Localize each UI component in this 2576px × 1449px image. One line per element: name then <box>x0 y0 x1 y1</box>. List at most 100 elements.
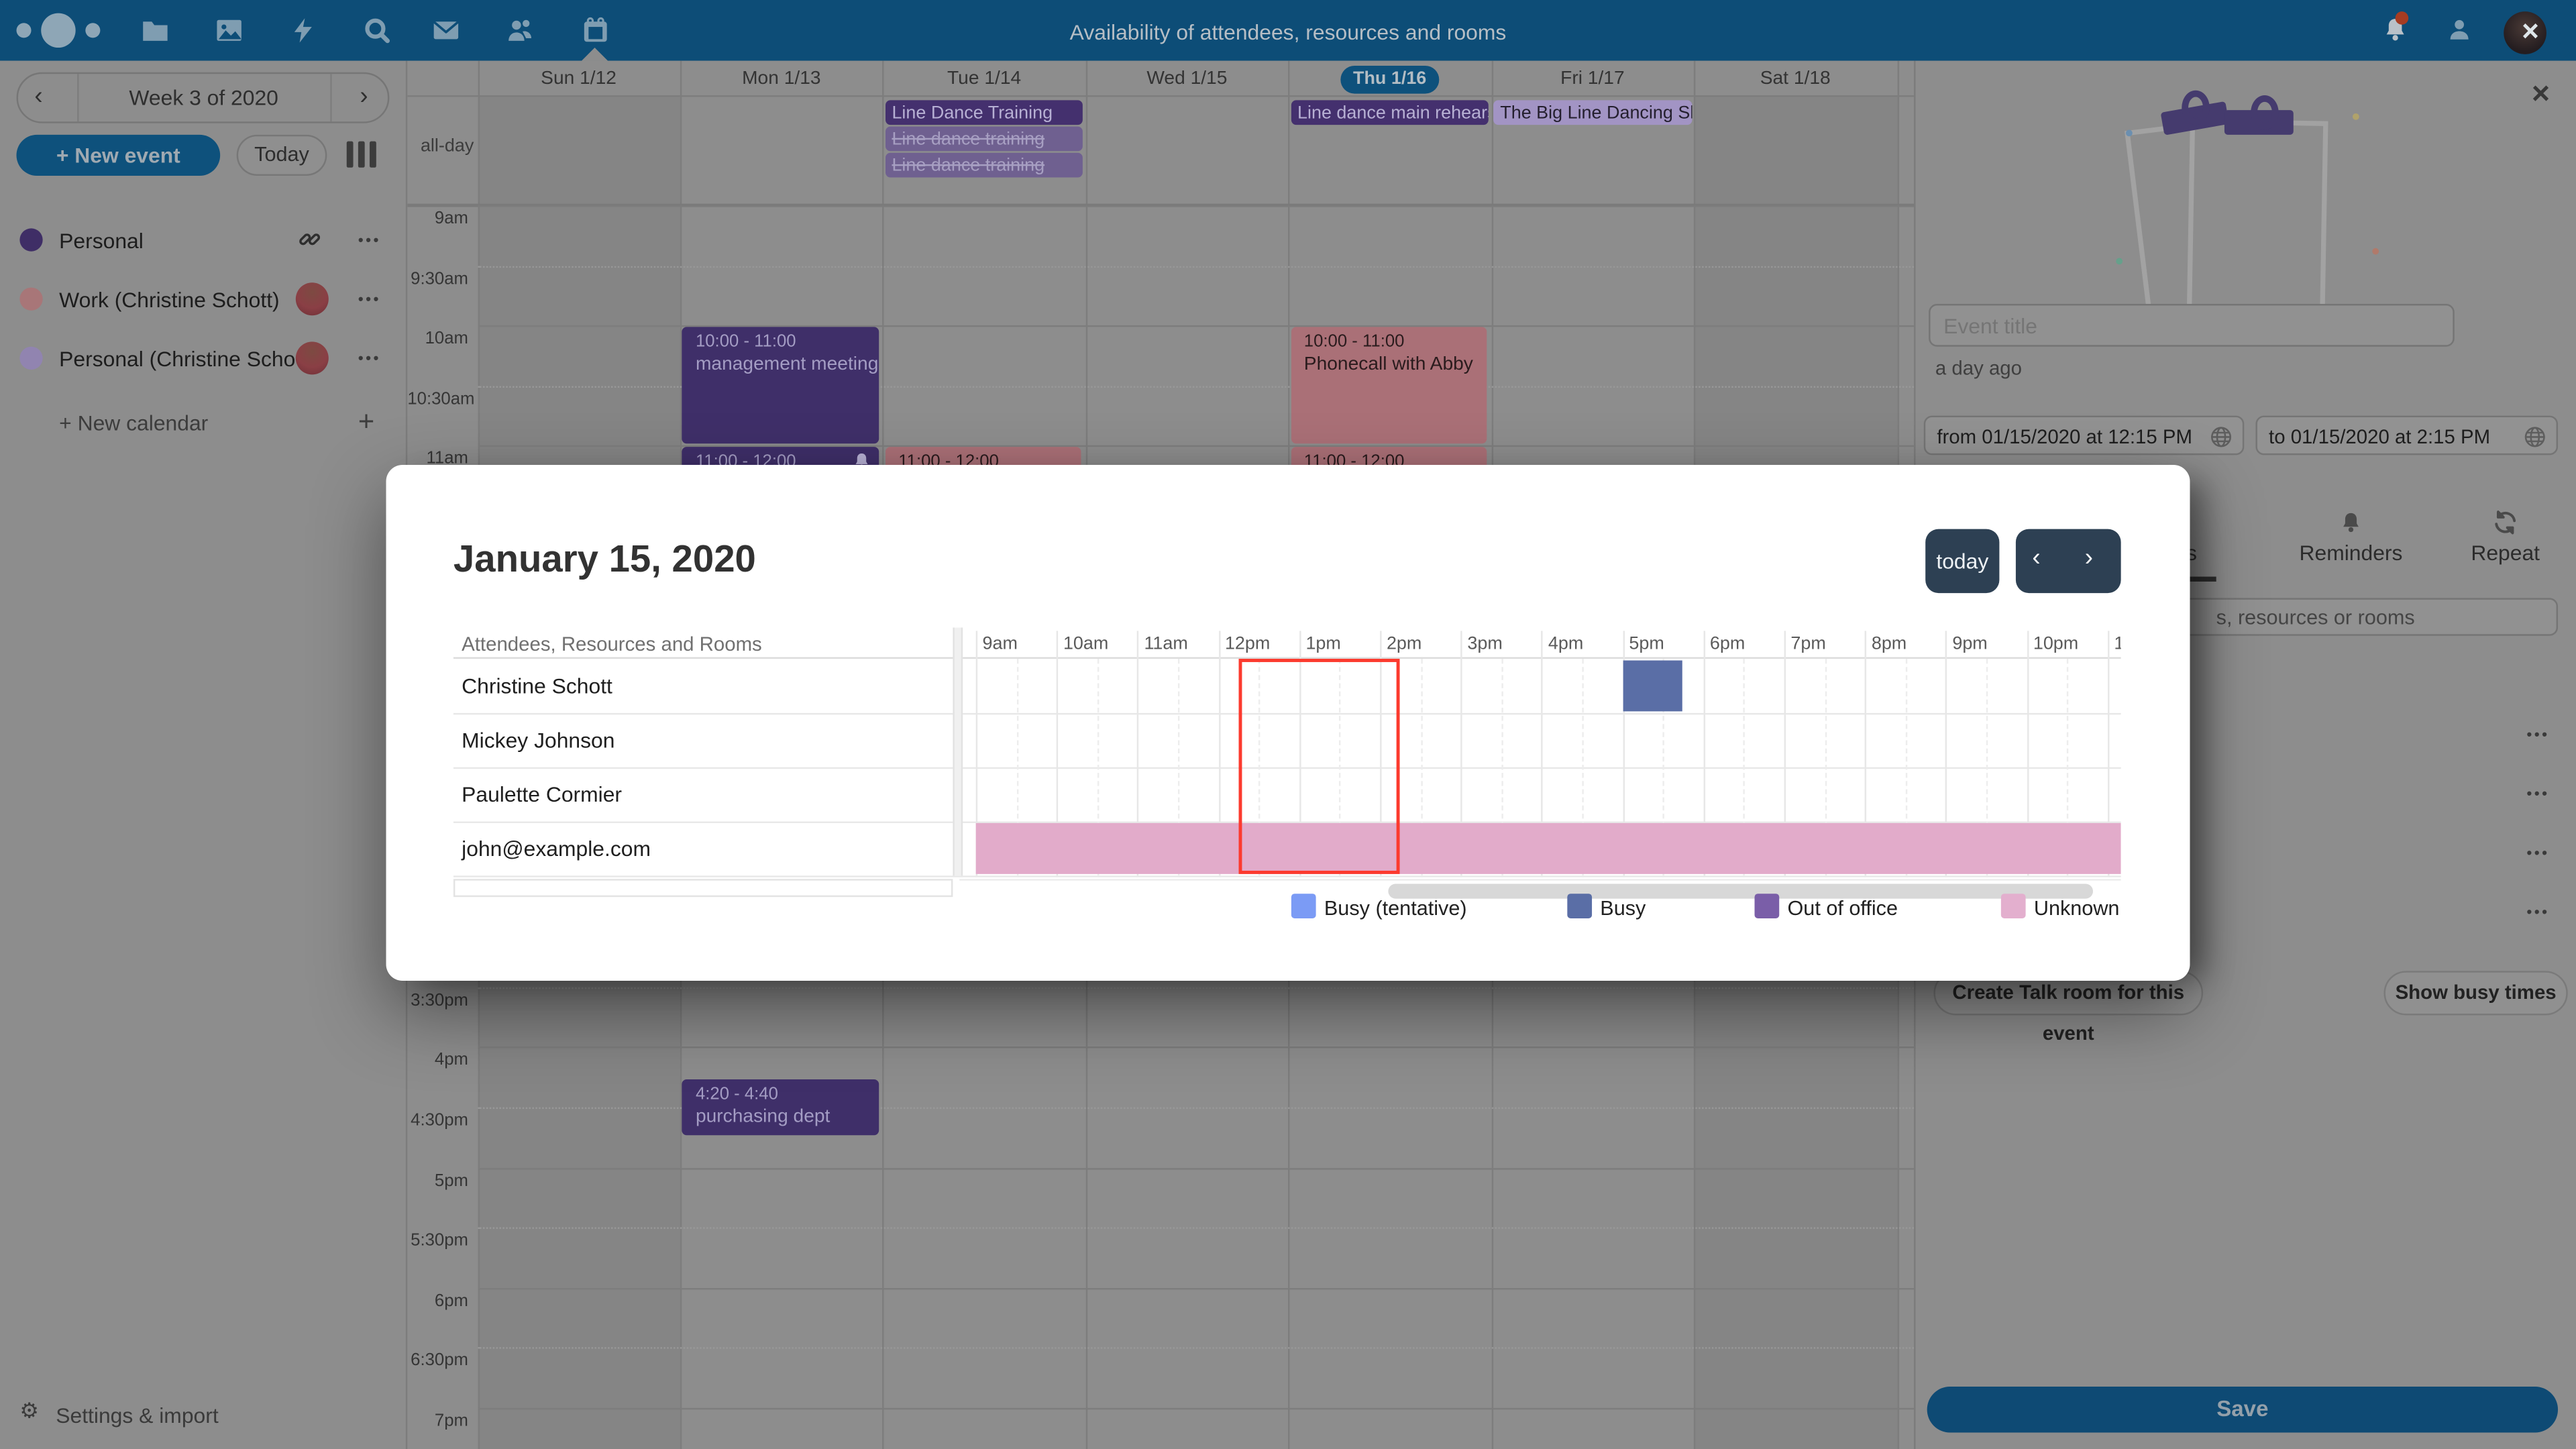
timeline-half-hour-line <box>1824 659 1827 876</box>
legend-swatch <box>1291 894 1316 918</box>
time-gutter-label: 7pm <box>434 1411 468 1432</box>
all-day-event[interactable]: Line Dance Training <box>885 100 1083 125</box>
event-title: Phonecall with Abby <box>1303 355 1473 375</box>
all-day-event[interactable]: Line dance main rehearsal <box>1291 100 1489 125</box>
previous-day-button[interactable]: ‹ <box>2032 543 2041 572</box>
logo-circle <box>41 13 76 48</box>
view-toggle-bar <box>370 141 376 168</box>
app-icon-search[interactable] <box>363 16 391 44</box>
calendar-list-item[interactable]: Personal ••• <box>0 219 407 262</box>
timeline-half-hour-line <box>2067 659 2069 876</box>
timeline-hour-line <box>1057 631 1059 876</box>
hour-grid-line <box>477 1167 1915 1169</box>
timeline-hour-line <box>1703 631 1705 876</box>
calendar-name: Personal (Christine Scho… <box>59 346 317 372</box>
next-day-button[interactable]: › <box>2084 543 2094 572</box>
attendee-list-item[interactable]: ••• <box>1916 711 2576 757</box>
today-button[interactable]: Today <box>236 134 327 176</box>
week-nav-separator-right <box>330 74 332 122</box>
timeline-half-hour-line <box>1986 659 1988 876</box>
calendar-event[interactable]: 10:00 - 11:00 management meeting <box>682 327 879 445</box>
legend-label: Unknown <box>2033 897 2120 920</box>
timeline-hour-line <box>1784 631 1786 876</box>
previous-week-button[interactable]: ‹ <box>34 82 43 111</box>
legend-swatch <box>1754 894 1780 918</box>
timeline-scrollbar-thumb[interactable] <box>1388 883 2094 898</box>
view-toggle-button[interactable] <box>346 141 376 168</box>
tab-reminders[interactable]: Reminders <box>2277 504 2424 584</box>
app-icon-files[interactable] <box>142 16 170 44</box>
timeline-half-hour-line <box>1662 659 1665 876</box>
timeline-half-hour-line <box>1339 659 1342 876</box>
event-title-input[interactable] <box>1929 304 2455 347</box>
last-modified-label: a day ago <box>1935 356 2023 380</box>
timeline-half-hour-line <box>1420 659 1422 876</box>
week-label[interactable]: Week 3 of 2020 <box>129 85 278 111</box>
attendee-list-item[interactable]: ••• <box>1916 771 2576 817</box>
new-event-button[interactable]: + New event <box>16 134 221 176</box>
share-link-icon[interactable] <box>297 227 322 252</box>
app-icon-photos[interactable] <box>215 16 244 44</box>
nextcloud-logo[interactable] <box>16 13 101 48</box>
hour-grid-line <box>477 205 1915 207</box>
day-header-label: Tue 1/14 <box>947 68 1022 89</box>
hour-grid-line <box>477 1046 1915 1049</box>
calendar-actions-menu[interactable]: ••• <box>358 231 382 248</box>
timeline-hour-line <box>1622 631 1625 876</box>
attendee-list-item[interactable]: ••• <box>1916 889 2576 935</box>
close-overlay-icon[interactable]: × <box>2522 15 2539 48</box>
timeline-hour-line <box>1945 631 1947 876</box>
availability-block-busy <box>1622 660 1683 712</box>
resource-row-name: Christine Schott <box>462 674 612 698</box>
from-date-input[interactable]: from 01/15/2020 at 12:15 PM <box>1923 415 2245 455</box>
attendee-list-item[interactable]: ••• <box>1916 830 2576 876</box>
search-placeholder-fragment: s, resources or rooms <box>2216 606 2415 629</box>
timezone-globe-icon[interactable] <box>2210 425 2233 448</box>
week-nav-separator-left <box>77 74 79 122</box>
attendee-actions-menu[interactable]: ••• <box>2526 726 2550 743</box>
calendar-color-dot <box>19 346 43 370</box>
all-day-event[interactable]: Line dance training <box>885 152 1083 178</box>
app-icon-calendar[interactable] <box>582 16 610 44</box>
timeline-hour-label: 12pm <box>1224 634 1271 654</box>
new-calendar-button[interactable]: + New calendar + <box>0 406 407 442</box>
time-gutter-label: 10am <box>425 329 468 349</box>
show-busy-times-button[interactable]: Show busy times <box>2383 971 2568 1016</box>
calendar-actions-menu[interactable]: ••• <box>358 290 382 307</box>
timeline-hour-label: 8pm <box>1871 634 1907 654</box>
calendar-actions-menu[interactable]: ••• <box>358 350 382 367</box>
timezone-globe-icon[interactable] <box>2524 425 2546 448</box>
calendar-list-item[interactable]: Work (Christine Schott) ••• <box>0 278 407 321</box>
day-header-label: Sat 1/18 <box>1760 68 1831 89</box>
to-date-input[interactable]: to 01/15/2020 at 2:15 PM <box>2255 415 2559 455</box>
gear-icon: ⚙ <box>19 1399 39 1425</box>
header-bottom-border <box>407 95 1915 97</box>
contacts-menu-icon[interactable] <box>2447 16 2473 42</box>
all-day-event[interactable]: Line dance training <box>885 126 1083 152</box>
modal-today-button[interactable]: today <box>1925 529 2000 594</box>
timeline-hour-label: 5pm <box>1629 634 1664 654</box>
sidebar-close-button[interactable]: × <box>2531 77 2551 112</box>
user-avatar[interactable]: × <box>2504 11 2546 54</box>
calendar-event[interactable]: 10:00 - 11:00 Phonecall with Abby <box>1291 327 1487 445</box>
half-hour-grid-line <box>477 265 1915 268</box>
tab-repeat[interactable]: Repeat <box>2456 504 2555 584</box>
attendee-actions-menu[interactable]: ••• <box>2526 903 2550 920</box>
next-week-button[interactable]: › <box>360 82 368 111</box>
event-illustration <box>2106 90 2392 347</box>
calendar-list-item[interactable]: Personal (Christine Scho… ••• <box>0 337 407 380</box>
timeline-scrollbar[interactable] <box>959 879 2121 898</box>
save-button[interactable]: Save <box>1927 1386 2559 1433</box>
all-day-event[interactable]: The Big Line Dancing Show <box>1493 100 1692 125</box>
attendee-actions-menu[interactable]: ••• <box>2526 785 2550 802</box>
app-icon-contacts[interactable] <box>506 16 534 44</box>
calendar-event[interactable]: 4:20 - 4:40 purchasing dept <box>682 1079 879 1136</box>
event-time-selection[interactable] <box>1238 659 1401 874</box>
create-talk-room-button[interactable]: Create Talk room for this event <box>1933 971 2204 1045</box>
app-icon-activity[interactable] <box>289 16 317 44</box>
timeline-hour-line <box>2107 631 2109 876</box>
calendar-color-dot <box>19 287 43 311</box>
settings-import-button[interactable]: ⚙ Settings & import <box>0 1397 407 1433</box>
attendee-actions-menu[interactable]: ••• <box>2526 844 2550 861</box>
app-icon-mail[interactable] <box>432 16 460 44</box>
